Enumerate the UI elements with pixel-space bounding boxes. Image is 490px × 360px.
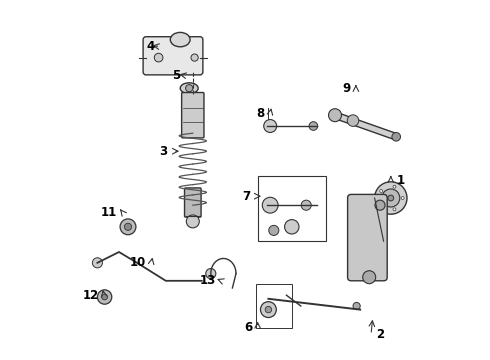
Circle shape bbox=[380, 203, 383, 206]
FancyBboxPatch shape bbox=[347, 194, 387, 281]
Circle shape bbox=[382, 189, 400, 207]
Circle shape bbox=[285, 220, 299, 234]
Bar bbox=[256, 284, 292, 328]
Circle shape bbox=[206, 269, 216, 279]
Circle shape bbox=[98, 290, 112, 304]
Circle shape bbox=[265, 306, 271, 313]
Text: 7: 7 bbox=[242, 190, 250, 203]
Circle shape bbox=[347, 115, 359, 126]
FancyBboxPatch shape bbox=[182, 93, 204, 138]
Text: 13: 13 bbox=[200, 274, 216, 287]
Bar bbox=[258, 176, 326, 241]
Circle shape bbox=[186, 85, 193, 92]
Circle shape bbox=[264, 120, 277, 132]
Circle shape bbox=[301, 200, 311, 210]
FancyBboxPatch shape bbox=[185, 188, 201, 217]
Text: 12: 12 bbox=[82, 289, 98, 302]
Circle shape bbox=[262, 197, 278, 213]
Circle shape bbox=[353, 302, 360, 310]
Circle shape bbox=[261, 291, 276, 307]
Circle shape bbox=[102, 294, 107, 300]
Circle shape bbox=[186, 215, 199, 228]
Text: 2: 2 bbox=[376, 328, 385, 341]
Circle shape bbox=[375, 200, 385, 210]
Circle shape bbox=[309, 122, 318, 130]
FancyArrow shape bbox=[334, 112, 397, 140]
FancyBboxPatch shape bbox=[143, 37, 203, 75]
Text: 1: 1 bbox=[396, 174, 404, 186]
Circle shape bbox=[120, 219, 136, 235]
Circle shape bbox=[393, 208, 396, 211]
Circle shape bbox=[261, 302, 276, 318]
Text: 9: 9 bbox=[342, 82, 350, 95]
Circle shape bbox=[191, 54, 198, 61]
Text: 8: 8 bbox=[257, 107, 265, 120]
Circle shape bbox=[392, 132, 400, 141]
Circle shape bbox=[328, 109, 342, 122]
Ellipse shape bbox=[180, 83, 198, 94]
Circle shape bbox=[154, 53, 163, 62]
Circle shape bbox=[92, 258, 102, 268]
Circle shape bbox=[393, 185, 396, 188]
Circle shape bbox=[269, 225, 279, 235]
Circle shape bbox=[401, 197, 404, 199]
Text: 6: 6 bbox=[244, 321, 252, 334]
Text: 10: 10 bbox=[130, 256, 146, 269]
Ellipse shape bbox=[171, 32, 190, 47]
Circle shape bbox=[380, 190, 383, 193]
Text: 11: 11 bbox=[101, 206, 117, 219]
Text: 4: 4 bbox=[147, 40, 155, 53]
Text: 3: 3 bbox=[159, 145, 168, 158]
Circle shape bbox=[388, 195, 393, 201]
Text: 5: 5 bbox=[172, 69, 180, 82]
Circle shape bbox=[374, 182, 407, 214]
Circle shape bbox=[124, 223, 132, 230]
Circle shape bbox=[363, 271, 376, 284]
